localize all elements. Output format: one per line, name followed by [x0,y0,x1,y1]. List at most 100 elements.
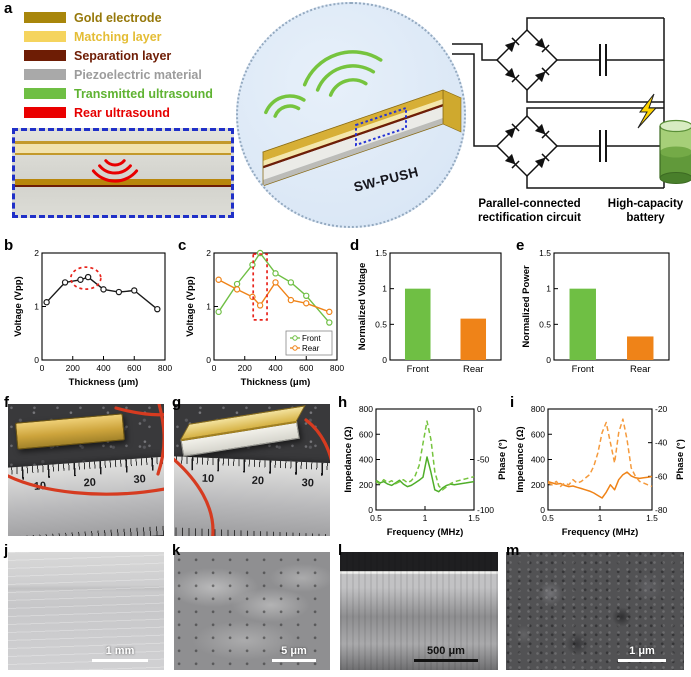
svg-text:600: 600 [531,429,545,439]
svg-text:1.5: 1.5 [646,513,658,523]
legend-label: Transmitted ultrasound [74,86,213,101]
svg-text:1: 1 [423,513,428,523]
svg-text:1.5: 1.5 [539,248,551,258]
svg-text:1: 1 [546,284,551,294]
svg-text:Normalized Power: Normalized Power [521,265,532,348]
ruler: 10 20 30 [174,456,330,536]
svg-text:-60: -60 [655,471,668,481]
svg-text:Rear: Rear [302,344,320,353]
svg-text:-80: -80 [655,505,668,515]
svg-text:Phase (°): Phase (°) [675,439,686,480]
svg-text:Voltage (Vpp): Voltage (Vpp) [13,276,24,337]
legend-label: Rear ultrasound [74,105,170,120]
transmitted-ultrasound-waves-icon [264,50,383,118]
svg-text:Phase (°): Phase (°) [497,439,508,480]
svg-text:1: 1 [382,284,387,294]
scale-bar-label: 1 μm [629,645,655,657]
svg-text:Thickness (μm): Thickness (μm) [241,377,311,388]
rear-ultrasound-swatch [24,107,66,118]
legend-item-transmitted-ultrasound: Transmitted ultrasound [24,84,213,103]
svg-text:-40: -40 [655,438,668,448]
svg-text:Rear: Rear [463,364,484,375]
separation-layer-swatch [24,50,66,61]
sem-image-j: 1 mm [8,552,164,670]
svg-text:-50: -50 [477,455,490,465]
circuit-caption: Parallel-connected rectification circuit [478,198,581,224]
panel-label-f: f [4,394,9,411]
ruler: 10 20 30 [8,455,164,536]
svg-text:1.5: 1.5 [468,513,480,523]
chart-impedance-phase-front: 0.5 1 1.5 0 200 400 600 800 0 -50 -100 Frequency (M… [342,402,508,540]
transducer-bar [178,405,306,458]
svg-text:Voltage (Vpp): Voltage (Vpp) [185,276,196,337]
svg-text:0.5: 0.5 [375,319,387,329]
transducer-bar [15,413,125,450]
chart-impedance-phase-rear: 0.5 1 1.5 0 200 400 600 800 -20 -40 -60 -80 Frequenc… [514,402,686,540]
svg-text:1: 1 [206,302,211,312]
photo-device-front: 10 20 30 [8,404,164,536]
scale-bar-label: 1 mm [105,645,135,657]
legend-label: Separation layer [74,48,172,63]
legend-item-separation-layer: Separation layer [24,46,213,65]
ruler-number: 10 [201,472,215,486]
scale-bar-label: 5 μm [281,645,307,657]
svg-text:2: 2 [206,248,211,258]
svg-text:-100: -100 [477,505,494,515]
svg-text:800: 800 [359,404,373,414]
chart-normalized-voltage: 0 0.5 1 1.5 Normalized Voltage Front Rear [356,246,510,390]
svg-text:200: 200 [531,480,545,490]
panel-label-j: j [4,542,9,559]
scale-bar: 500 μm [414,645,478,662]
scale-bar-label: 500 μm [427,645,465,657]
svg-text:800: 800 [158,363,172,373]
svg-text:0: 0 [540,505,545,515]
svg-text:Front: Front [572,364,595,375]
rear-ultrasound-inset [12,128,234,218]
panel-label-i: i [510,394,515,411]
panel-label-b: b [4,237,14,254]
svg-text:Thickness (μm): Thickness (μm) [69,377,139,388]
svg-text:0: 0 [382,355,387,365]
svg-text:Frequency (MHz): Frequency (MHz) [387,527,464,538]
scale-bar: 5 μm [272,645,316,662]
legend-item-piezoelectric: Piezoelectric material [24,65,213,84]
rear-ultrasound-waves-icon [91,159,139,183]
svg-text:Frequency (MHz): Frequency (MHz) [562,527,639,538]
gold-layer-line [15,153,231,155]
svg-text:600: 600 [127,363,141,373]
transmitted-ultrasound-swatch [24,88,66,99]
panel-label-c: c [178,237,187,254]
legend-item-matching-layer: Matching layer [24,27,213,46]
legend-item-gold-electrode: Gold electrode [24,8,213,27]
ruler-number: 20 [251,474,265,488]
panel-label-l: l [338,542,343,559]
sw-push-device-schematic: SW-PUSH [236,2,466,228]
svg-text:2: 2 [34,248,39,258]
svg-text:200: 200 [66,363,80,373]
sem-image-l: 500 μm [340,552,498,670]
gold-electrode-band [15,179,231,185]
panel-label-h: h [338,394,348,411]
svg-text:1: 1 [598,513,603,523]
panel-label-k: k [172,542,181,559]
legend-label: Matching layer [74,29,162,44]
panel-label-a: a [4,0,13,17]
panel-label-g: g [172,394,182,411]
svg-text:-20: -20 [655,404,668,414]
svg-text:0.5: 0.5 [539,319,551,329]
transducer-3d-icon [261,50,463,187]
svg-text:0.5: 0.5 [542,513,554,523]
svg-text:400: 400 [531,455,545,465]
panel-label-e: e [516,237,525,254]
ruler-number: 30 [301,476,315,490]
photo-device-side: 10 20 30 [174,404,330,536]
svg-text:Front: Front [302,334,321,343]
svg-text:1.5: 1.5 [375,248,387,258]
svg-text:Rear: Rear [630,364,651,375]
scale-bar: 1 mm [92,645,148,662]
sem-image-m: 1 μm [506,552,684,670]
svg-text:600: 600 [359,429,373,439]
zoom-region-marker [355,106,407,147]
svg-text:0: 0 [212,363,217,373]
